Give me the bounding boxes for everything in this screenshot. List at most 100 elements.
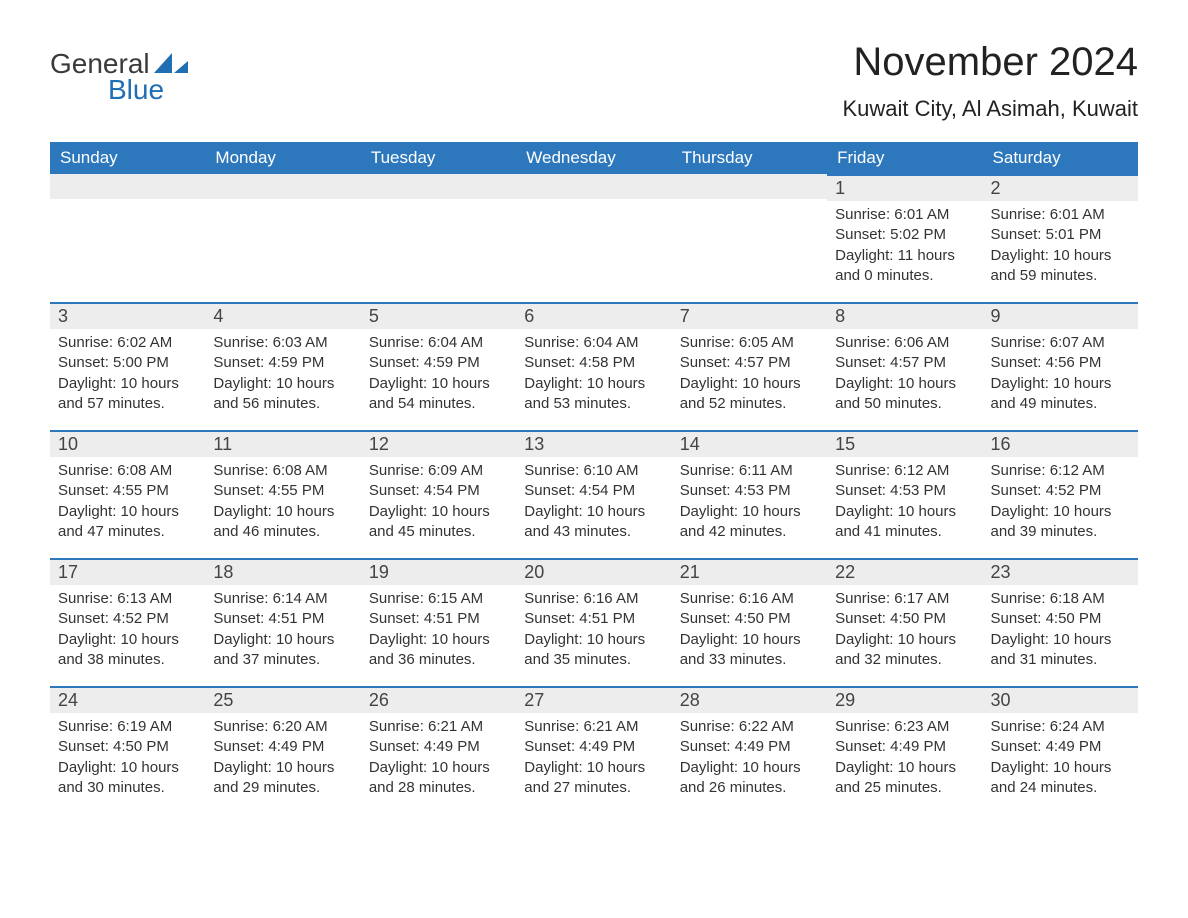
calendar-week-row: 17Sunrise: 6:13 AMSunset: 4:52 PMDayligh…: [50, 558, 1138, 686]
day-content: Sunrise: 6:07 AMSunset: 4:56 PMDaylight:…: [983, 329, 1138, 422]
weekday-header: Friday: [827, 142, 982, 174]
sunset-text: Sunset: 4:59 PM: [213, 353, 352, 373]
sunset-text: Sunset: 4:55 PM: [213, 481, 352, 501]
sunrise-text: Sunrise: 6:17 AM: [835, 589, 974, 609]
sunrise-text: Sunrise: 6:06 AM: [835, 333, 974, 353]
calendar-day-cell: 30Sunrise: 6:24 AMSunset: 4:49 PMDayligh…: [983, 686, 1138, 814]
day-content: Sunrise: 6:04 AMSunset: 4:58 PMDaylight:…: [516, 329, 671, 422]
sunrise-text: Sunrise: 6:07 AM: [991, 333, 1130, 353]
day-number: [205, 174, 360, 199]
calendar-day-cell: 2Sunrise: 6:01 AMSunset: 5:01 PMDaylight…: [983, 174, 1138, 302]
location: Kuwait City, Al Asimah, Kuwait: [843, 96, 1139, 122]
day-number: 11: [205, 430, 360, 457]
day-content: Sunrise: 6:16 AMSunset: 4:50 PMDaylight:…: [672, 585, 827, 678]
daylight-text: Daylight: 11 hours and 0 minutes.: [835, 246, 974, 287]
weekday-header: Sunday: [50, 142, 205, 174]
calendar-day-cell: 22Sunrise: 6:17 AMSunset: 4:50 PMDayligh…: [827, 558, 982, 686]
sunset-text: Sunset: 4:50 PM: [835, 609, 974, 629]
sunset-text: Sunset: 5:02 PM: [835, 225, 974, 245]
calendar-day-cell: 26Sunrise: 6:21 AMSunset: 4:49 PMDayligh…: [361, 686, 516, 814]
day-number: 17: [50, 558, 205, 585]
sunrise-text: Sunrise: 6:02 AM: [58, 333, 197, 353]
daylight-text: Daylight: 10 hours and 25 minutes.: [835, 758, 974, 799]
daylight-text: Daylight: 10 hours and 56 minutes.: [213, 374, 352, 415]
calendar-day-cell: [672, 174, 827, 302]
sunset-text: Sunset: 4:57 PM: [835, 353, 974, 373]
calendar-week-row: 3Sunrise: 6:02 AMSunset: 5:00 PMDaylight…: [50, 302, 1138, 430]
day-content: Sunrise: 6:21 AMSunset: 4:49 PMDaylight:…: [516, 713, 671, 806]
day-number: 1: [827, 174, 982, 201]
calendar-day-cell: 1Sunrise: 6:01 AMSunset: 5:02 PMDaylight…: [827, 174, 982, 302]
sunrise-text: Sunrise: 6:11 AM: [680, 461, 819, 481]
sunrise-text: Sunrise: 6:15 AM: [369, 589, 508, 609]
day-content: Sunrise: 6:19 AMSunset: 4:50 PMDaylight:…: [50, 713, 205, 806]
day-number: [516, 174, 671, 199]
sunrise-text: Sunrise: 6:22 AM: [680, 717, 819, 737]
day-content: Sunrise: 6:18 AMSunset: 4:50 PMDaylight:…: [983, 585, 1138, 678]
daylight-text: Daylight: 10 hours and 31 minutes.: [991, 630, 1130, 671]
day-number: 13: [516, 430, 671, 457]
sunrise-text: Sunrise: 6:16 AM: [680, 589, 819, 609]
daylight-text: Daylight: 10 hours and 54 minutes.: [369, 374, 508, 415]
calendar-day-cell: [205, 174, 360, 302]
calendar-week-row: 10Sunrise: 6:08 AMSunset: 4:55 PMDayligh…: [50, 430, 1138, 558]
sunrise-text: Sunrise: 6:14 AM: [213, 589, 352, 609]
calendar-day-cell: 12Sunrise: 6:09 AMSunset: 4:54 PMDayligh…: [361, 430, 516, 558]
sunset-text: Sunset: 4:49 PM: [369, 737, 508, 757]
calendar-day-cell: 7Sunrise: 6:05 AMSunset: 4:57 PMDaylight…: [672, 302, 827, 430]
daylight-text: Daylight: 10 hours and 43 minutes.: [524, 502, 663, 543]
day-number: 18: [205, 558, 360, 585]
day-content: Sunrise: 6:08 AMSunset: 4:55 PMDaylight:…: [50, 457, 205, 550]
sunset-text: Sunset: 4:52 PM: [991, 481, 1130, 501]
weekday-header: Monday: [205, 142, 360, 174]
day-content: Sunrise: 6:10 AMSunset: 4:54 PMDaylight:…: [516, 457, 671, 550]
calendar-day-cell: 3Sunrise: 6:02 AMSunset: 5:00 PMDaylight…: [50, 302, 205, 430]
day-number: 9: [983, 302, 1138, 329]
calendar-day-cell: 20Sunrise: 6:16 AMSunset: 4:51 PMDayligh…: [516, 558, 671, 686]
day-number: 22: [827, 558, 982, 585]
calendar-day-cell: 23Sunrise: 6:18 AMSunset: 4:50 PMDayligh…: [983, 558, 1138, 686]
sunset-text: Sunset: 4:50 PM: [680, 609, 819, 629]
sunset-text: Sunset: 4:51 PM: [213, 609, 352, 629]
day-content: Sunrise: 6:06 AMSunset: 4:57 PMDaylight:…: [827, 329, 982, 422]
day-number: 4: [205, 302, 360, 329]
daylight-text: Daylight: 10 hours and 39 minutes.: [991, 502, 1130, 543]
daylight-text: Daylight: 10 hours and 57 minutes.: [58, 374, 197, 415]
calendar-day-cell: 25Sunrise: 6:20 AMSunset: 4:49 PMDayligh…: [205, 686, 360, 814]
day-content: Sunrise: 6:16 AMSunset: 4:51 PMDaylight:…: [516, 585, 671, 678]
day-content: Sunrise: 6:08 AMSunset: 4:55 PMDaylight:…: [205, 457, 360, 550]
day-content: Sunrise: 6:14 AMSunset: 4:51 PMDaylight:…: [205, 585, 360, 678]
sunset-text: Sunset: 4:57 PM: [680, 353, 819, 373]
calendar-day-cell: 24Sunrise: 6:19 AMSunset: 4:50 PMDayligh…: [50, 686, 205, 814]
day-number: 3: [50, 302, 205, 329]
daylight-text: Daylight: 10 hours and 59 minutes.: [991, 246, 1130, 287]
daylight-text: Daylight: 10 hours and 46 minutes.: [213, 502, 352, 543]
daylight-text: Daylight: 10 hours and 50 minutes.: [835, 374, 974, 415]
day-content: Sunrise: 6:24 AMSunset: 4:49 PMDaylight:…: [983, 713, 1138, 806]
sunrise-text: Sunrise: 6:09 AM: [369, 461, 508, 481]
sunset-text: Sunset: 4:51 PM: [369, 609, 508, 629]
calendar-day-cell: 16Sunrise: 6:12 AMSunset: 4:52 PMDayligh…: [983, 430, 1138, 558]
daylight-text: Daylight: 10 hours and 41 minutes.: [835, 502, 974, 543]
sunrise-text: Sunrise: 6:12 AM: [991, 461, 1130, 481]
day-content: Sunrise: 6:03 AMSunset: 4:59 PMDaylight:…: [205, 329, 360, 422]
sunrise-text: Sunrise: 6:21 AM: [524, 717, 663, 737]
sunrise-text: Sunrise: 6:16 AM: [524, 589, 663, 609]
daylight-text: Daylight: 10 hours and 28 minutes.: [369, 758, 508, 799]
daylight-text: Daylight: 10 hours and 29 minutes.: [213, 758, 352, 799]
calendar-day-cell: [516, 174, 671, 302]
calendar-day-cell: 4Sunrise: 6:03 AMSunset: 4:59 PMDaylight…: [205, 302, 360, 430]
day-content: Sunrise: 6:02 AMSunset: 5:00 PMDaylight:…: [50, 329, 205, 422]
sunrise-text: Sunrise: 6:18 AM: [991, 589, 1130, 609]
sunset-text: Sunset: 4:51 PM: [524, 609, 663, 629]
daylight-text: Daylight: 10 hours and 36 minutes.: [369, 630, 508, 671]
sunrise-text: Sunrise: 6:12 AM: [835, 461, 974, 481]
day-content: Sunrise: 6:13 AMSunset: 4:52 PMDaylight:…: [50, 585, 205, 678]
day-content: Sunrise: 6:01 AMSunset: 5:02 PMDaylight:…: [827, 201, 982, 294]
sunrise-text: Sunrise: 6:10 AM: [524, 461, 663, 481]
weekday-header: Tuesday: [361, 142, 516, 174]
sunrise-text: Sunrise: 6:20 AM: [213, 717, 352, 737]
calendar-day-cell: 9Sunrise: 6:07 AMSunset: 4:56 PMDaylight…: [983, 302, 1138, 430]
day-number: [361, 174, 516, 199]
calendar-week-row: 1Sunrise: 6:01 AMSunset: 5:02 PMDaylight…: [50, 174, 1138, 302]
